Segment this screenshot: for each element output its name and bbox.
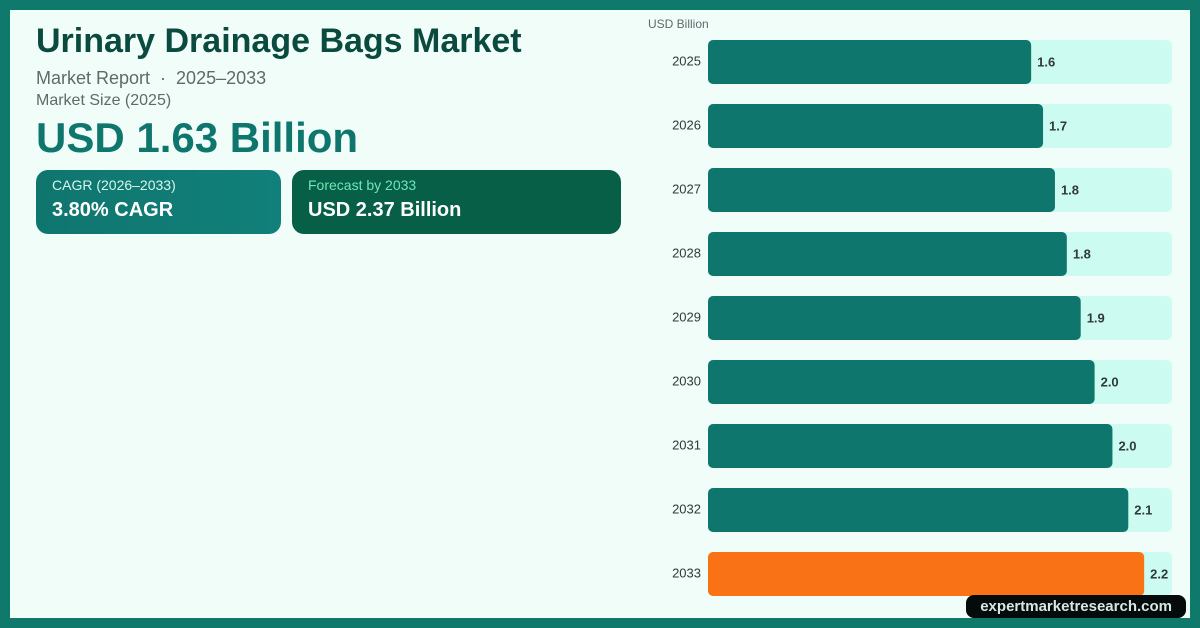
value-label: 2.1 <box>1134 502 1152 517</box>
value-label: 1.8 <box>1073 246 1091 261</box>
period: 2025–2033 <box>176 68 267 88</box>
value-label: 1.9 <box>1087 310 1105 325</box>
bar <box>708 552 1145 596</box>
title: Urinary Drainage Bags Market <box>36 22 522 60</box>
subtitle: Market Report <box>36 68 151 88</box>
bar <box>708 104 1044 148</box>
category-label: 2028 <box>672 245 701 260</box>
bar <box>708 296 1081 340</box>
category-label: 2031 <box>672 437 701 452</box>
card: Forecast by 2033 USD 2.37 Billion <box>292 170 621 234</box>
category-label: 2030 <box>672 373 701 388</box>
category-label: 2027 <box>672 181 701 196</box>
chart: USD Billion 2025 1.6 2026 1.7 2027 1.8 2028 1.8… <box>648 17 1172 596</box>
category-label: 2032 <box>672 501 701 516</box>
source: expertmarketresearch.com <box>966 595 1186 618</box>
card-label: CAGR (2026–2033) <box>52 177 176 193</box>
bar <box>708 168 1055 212</box>
category-label: 2029 <box>672 309 701 324</box>
bar <box>708 40 1032 84</box>
size-label: Market Size (2025) <box>36 92 172 109</box>
subtitle-row: Market Report · 2025–2033 <box>36 68 267 88</box>
bar <box>708 360 1095 404</box>
category-label: 2025 <box>672 53 701 68</box>
unit-label: USD Billion <box>648 17 709 31</box>
bar <box>708 232 1067 276</box>
card-label: Forecast by 2033 <box>308 177 417 193</box>
value-label: 1.6 <box>1037 54 1055 69</box>
category-label: 2033 <box>672 565 701 580</box>
size-value: USD 1.63 Billion <box>36 114 359 161</box>
card-value: USD 2.37 Billion <box>308 199 462 221</box>
card: CAGR (2026–2033) 3.80% CAGR <box>36 170 281 234</box>
value-label: 2.2 <box>1150 566 1168 581</box>
value-label: 1.7 <box>1049 118 1067 133</box>
bar <box>708 424 1113 468</box>
value-label: 2.0 <box>1118 438 1136 453</box>
bar <box>708 488 1129 532</box>
category-label: 2026 <box>672 117 701 132</box>
card-value: 3.80% CAGR <box>52 199 174 221</box>
value-label: 1.8 <box>1061 182 1079 197</box>
value-label: 2.0 <box>1101 374 1119 389</box>
